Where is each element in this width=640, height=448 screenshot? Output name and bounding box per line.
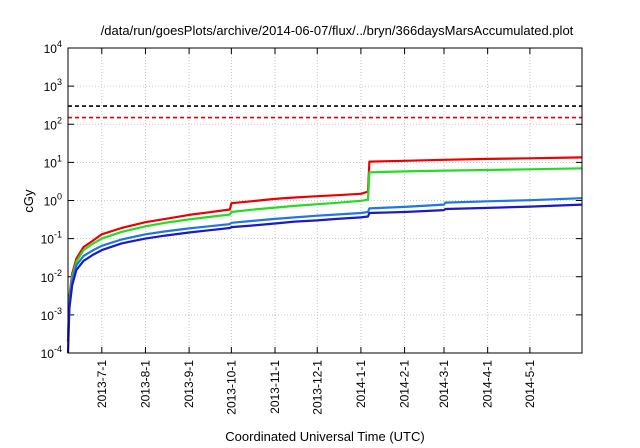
y-tick-label: 101: [44, 153, 62, 170]
y-tick-label: 100: [44, 192, 62, 209]
x-tick-label: 2014-3-1: [437, 360, 451, 408]
x-tick-label: 2013-8-1: [138, 360, 152, 408]
series-line: [66, 167, 583, 342]
y-axis-title: cGy: [21, 189, 36, 213]
y-tick-label: 10-3: [41, 306, 62, 323]
x-tick-label: 2013-9-1: [182, 360, 196, 408]
grid: [68, 47, 582, 354]
plot-frame: [67, 47, 583, 354]
y-tick-labels: 10-4 10-3 10-2 10-1 100 101 102 103 104: [41, 39, 62, 361]
y-tick-label: 10-2: [41, 268, 62, 285]
x-tick-label: 2013-7-1: [95, 360, 109, 408]
x-tick-label: 2013-12-1: [310, 360, 324, 415]
series-group: [66, 156, 583, 354]
y-tick-label: 10-1: [41, 230, 62, 247]
series-line: [66, 203, 583, 354]
x-tick-label: 2014-1-1: [354, 360, 368, 408]
y-tick-label: 104: [44, 39, 62, 56]
x-axis-title: Coordinated Universal Time (UTC): [225, 429, 424, 444]
x-tick-label: 2014-2-1: [398, 360, 412, 408]
chart-title: /data/run/goesPlots/archive/2014-06-07/f…: [101, 23, 574, 38]
y-tick-label: 103: [44, 77, 62, 94]
series-line: [66, 156, 583, 342]
x-tick-label: 2014-5-1: [523, 360, 537, 408]
x-tick-label: 2014-4-1: [481, 360, 495, 408]
y-tick-label: 102: [44, 115, 62, 132]
x-tick-label: 2013-10-1: [224, 360, 238, 415]
x-tick-label: 2013-11-1: [268, 360, 282, 414]
x-tick-labels: 2013-7-1 2013-8-1 2013-9-1 2013-10-1 2013-11…: [95, 360, 537, 415]
reference-lines: [68, 105, 582, 119]
series-line: [66, 197, 583, 342]
y-tick-label: 10-4: [41, 344, 62, 361]
